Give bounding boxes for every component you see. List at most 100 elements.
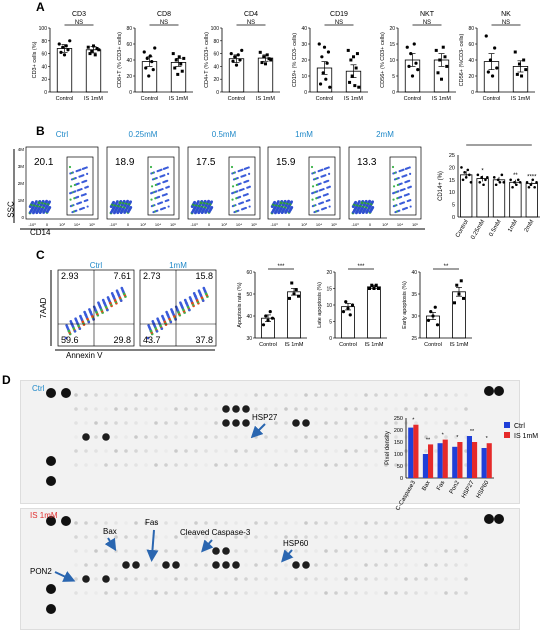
data-point — [431, 314, 435, 318]
event-dot — [310, 165, 314, 169]
array-spot — [144, 549, 148, 553]
array-spot — [214, 435, 218, 439]
array-spot — [324, 563, 328, 567]
array-spot — [384, 463, 388, 467]
array-spot — [234, 435, 238, 439]
x-tick-label: IS 1mM — [365, 342, 384, 348]
pon2-label: PON2 — [30, 567, 52, 576]
event-dot — [231, 185, 235, 188]
array-spot — [384, 407, 388, 411]
data-point — [174, 58, 178, 62]
y-tick-label: 0 — [329, 336, 332, 342]
event-dot — [163, 320, 167, 324]
array-spot — [464, 549, 468, 553]
flow-x-tick: 10⁵ — [170, 222, 176, 227]
event-dot — [201, 210, 205, 214]
event-dot — [235, 183, 238, 187]
panel-label-a: A — [36, 0, 45, 14]
array-spot — [224, 393, 228, 397]
data-point — [92, 44, 95, 48]
array-spot — [394, 463, 398, 467]
data-point — [461, 178, 465, 182]
7aad-label: 7AAD — [39, 297, 48, 318]
array-spot — [194, 407, 198, 411]
data-point — [264, 62, 267, 66]
event-dot — [110, 210, 113, 214]
array-spot — [394, 521, 398, 525]
panel-label-d: D — [2, 373, 11, 387]
data-point — [533, 185, 536, 189]
flow-y-tick: 3M — [18, 164, 25, 169]
array-spot — [144, 463, 148, 467]
array-spot — [244, 449, 248, 453]
array-spot — [144, 535, 148, 539]
array-spot — [74, 449, 78, 453]
data-point — [288, 296, 291, 300]
panel-c-flow-plots: Ctrl 2.93 7.61 59.6 29.8 1mM 2.73 15.8 43.7 37.8 7… — [39, 261, 217, 360]
array-spot — [374, 563, 378, 567]
array-spot — [394, 577, 398, 581]
array-spot — [232, 561, 240, 569]
array-spot — [324, 407, 328, 411]
array-spot — [204, 421, 208, 425]
array-spot — [404, 563, 408, 567]
event-dot — [81, 320, 85, 324]
event-dot — [243, 167, 247, 170]
array-spot — [214, 463, 218, 467]
event-dot — [204, 292, 208, 296]
array-spot — [364, 449, 368, 453]
array-spot — [94, 435, 98, 439]
sig-label: **** — [527, 175, 537, 181]
flow-x-tick: 10⁴ — [236, 222, 242, 227]
flow-x-tick: -10³ — [28, 222, 36, 227]
data-point — [513, 180, 516, 184]
y-tick-label: 20 — [389, 26, 395, 32]
array-spot — [274, 463, 278, 467]
array-spot — [234, 521, 238, 525]
array-spot — [414, 591, 418, 595]
plot-title: CD4 — [244, 11, 258, 18]
data-point — [484, 178, 487, 182]
array-spot — [274, 535, 278, 539]
event-dot — [365, 204, 369, 207]
gate-percentage: 20.1 — [34, 157, 54, 168]
array-spot — [114, 393, 118, 397]
event-dot — [69, 205, 72, 208]
data-point — [150, 60, 154, 64]
plot-title: NK — [501, 11, 511, 18]
array-spot — [284, 535, 288, 539]
x-tick-label: Control — [455, 219, 470, 239]
blot-ctrl-dots — [46, 386, 504, 486]
data-point — [515, 183, 518, 187]
array-spot — [384, 421, 388, 425]
event-dot — [77, 324, 80, 328]
array-spot — [354, 535, 358, 539]
array-spot — [114, 577, 118, 581]
array-spot — [454, 591, 458, 595]
x-tick-label: Bax — [421, 480, 431, 492]
data-point — [416, 68, 420, 72]
bar-ctrl — [452, 446, 458, 478]
data-point — [438, 58, 442, 62]
event-dot — [231, 198, 234, 201]
data-point — [320, 55, 324, 59]
event-dot — [245, 199, 248, 203]
y-tick-label: 60 — [41, 52, 47, 58]
event-dot — [150, 172, 153, 175]
event-dot — [156, 170, 159, 173]
bar-ctrl — [481, 448, 487, 478]
x-tick-label: Control — [56, 96, 74, 102]
array-spot — [94, 407, 98, 411]
sig-label: NS — [75, 20, 83, 26]
data-point — [352, 55, 355, 59]
event-dot — [197, 211, 201, 215]
flow-x-tick: 10⁵ — [412, 222, 418, 227]
y-tick-label: 10 — [449, 190, 455, 196]
array-spot — [434, 463, 438, 467]
array-spot — [144, 521, 148, 525]
flow-header: 1mM — [295, 130, 313, 139]
event-dot — [231, 205, 234, 208]
y-tick-label: 40 — [246, 314, 252, 320]
event-dot — [123, 204, 127, 207]
event-dot — [284, 204, 288, 207]
